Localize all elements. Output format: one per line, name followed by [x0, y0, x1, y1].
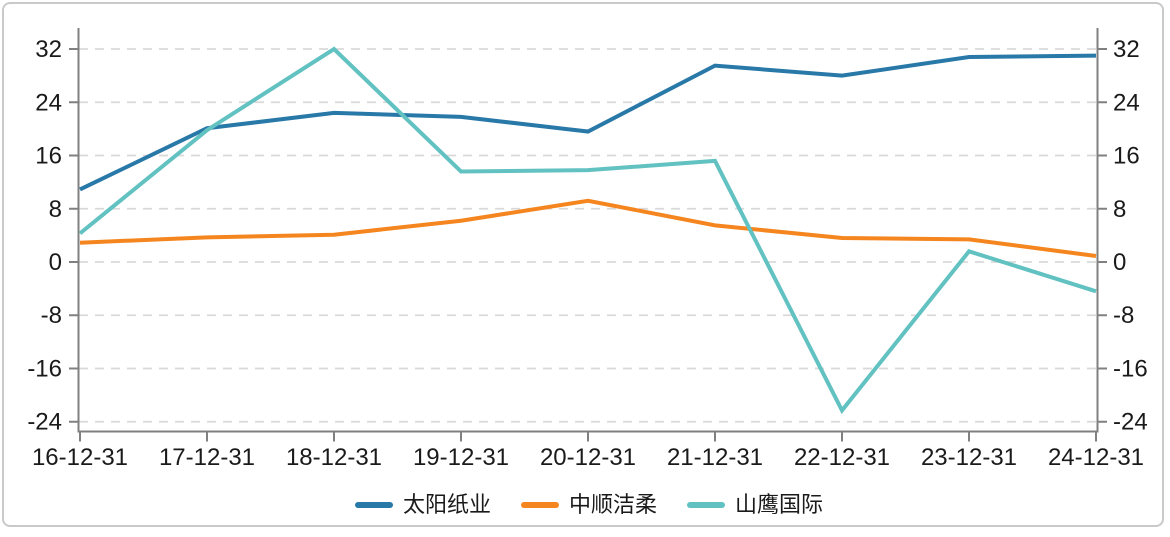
- y-axis-label-right: -8: [1113, 302, 1134, 329]
- legend-label-shanying-guoji: 山鹰国际: [735, 492, 824, 517]
- y-axis-label-left: -8: [41, 302, 62, 329]
- legend-item-shanying-guoji[interactable]: 山鹰国际: [687, 494, 823, 516]
- legend-swatch-zhongshun-jierou: [520, 502, 559, 508]
- x-axis-label: 24-12-31: [1048, 444, 1144, 471]
- line-series-1: [79, 198, 1097, 258]
- y-axis-label-left: 8: [49, 196, 62, 223]
- legend-label-taiyang-zhiye: 太阳纸业: [402, 492, 491, 517]
- y-axis-label-right: 16: [1113, 143, 1140, 170]
- line-series-2: [78, 46, 1097, 415]
- y-axis-label-left: 24: [35, 89, 62, 116]
- chart-canvas: 32 32 24 24 16 16 8 8 0 0 -8 -8 -16 -16 -24 -24 16-12-31…: [27, 28, 1148, 471]
- x-axis-label: 23-12-31: [921, 444, 1017, 471]
- legend-swatch-taiyang-zhiye: [354, 502, 393, 508]
- y-axis-label-left: -24: [27, 409, 62, 436]
- y-axis-label-right: 8: [1113, 196, 1126, 223]
- y-axis-label-left: 16: [35, 143, 62, 170]
- line-series-0: [79, 53, 1097, 192]
- legend-item-taiyang-zhiye[interactable]: 太阳纸业: [354, 492, 491, 517]
- y-axis-label-right: -24: [1113, 409, 1148, 436]
- y-axis-label-right: -16: [1113, 355, 1148, 382]
- y-axis-label-left: 0: [49, 249, 62, 276]
- y-axis-label-left: 32: [35, 36, 62, 63]
- x-axis-label: 16-12-31: [32, 444, 128, 471]
- legend: 太阳纸业 中顺洁柔 山鹰国际: [4, 489, 1170, 521]
- x-axis-label: 18-12-31: [286, 444, 382, 471]
- x-axis-label: 17-12-31: [159, 444, 255, 471]
- y-axis-label-right: 24: [1113, 89, 1140, 116]
- chart-panel: 32 32 24 24 16 16 8 8 0 0 -8 -8 -16 -16 -24 -24 16-12-31…: [2, 2, 1164, 527]
- legend-label-zhongshun-jierou: 中顺洁柔: [568, 492, 657, 517]
- x-axis-label: 19-12-31: [413, 444, 509, 471]
- y-axis-label-left: -16: [27, 355, 62, 382]
- x-axis-label: 20-12-31: [540, 444, 636, 471]
- y-axis-label-right: 32: [1113, 36, 1140, 63]
- y-axis-label-right: 0: [1113, 249, 1126, 276]
- x-axis-label: 22-12-31: [794, 444, 890, 471]
- legend-item-zhongshun-jierou[interactable]: 中顺洁柔: [520, 492, 657, 517]
- legend-swatch-shanying-guoji: [687, 502, 725, 508]
- x-axis-label: 21-12-31: [667, 444, 763, 471]
